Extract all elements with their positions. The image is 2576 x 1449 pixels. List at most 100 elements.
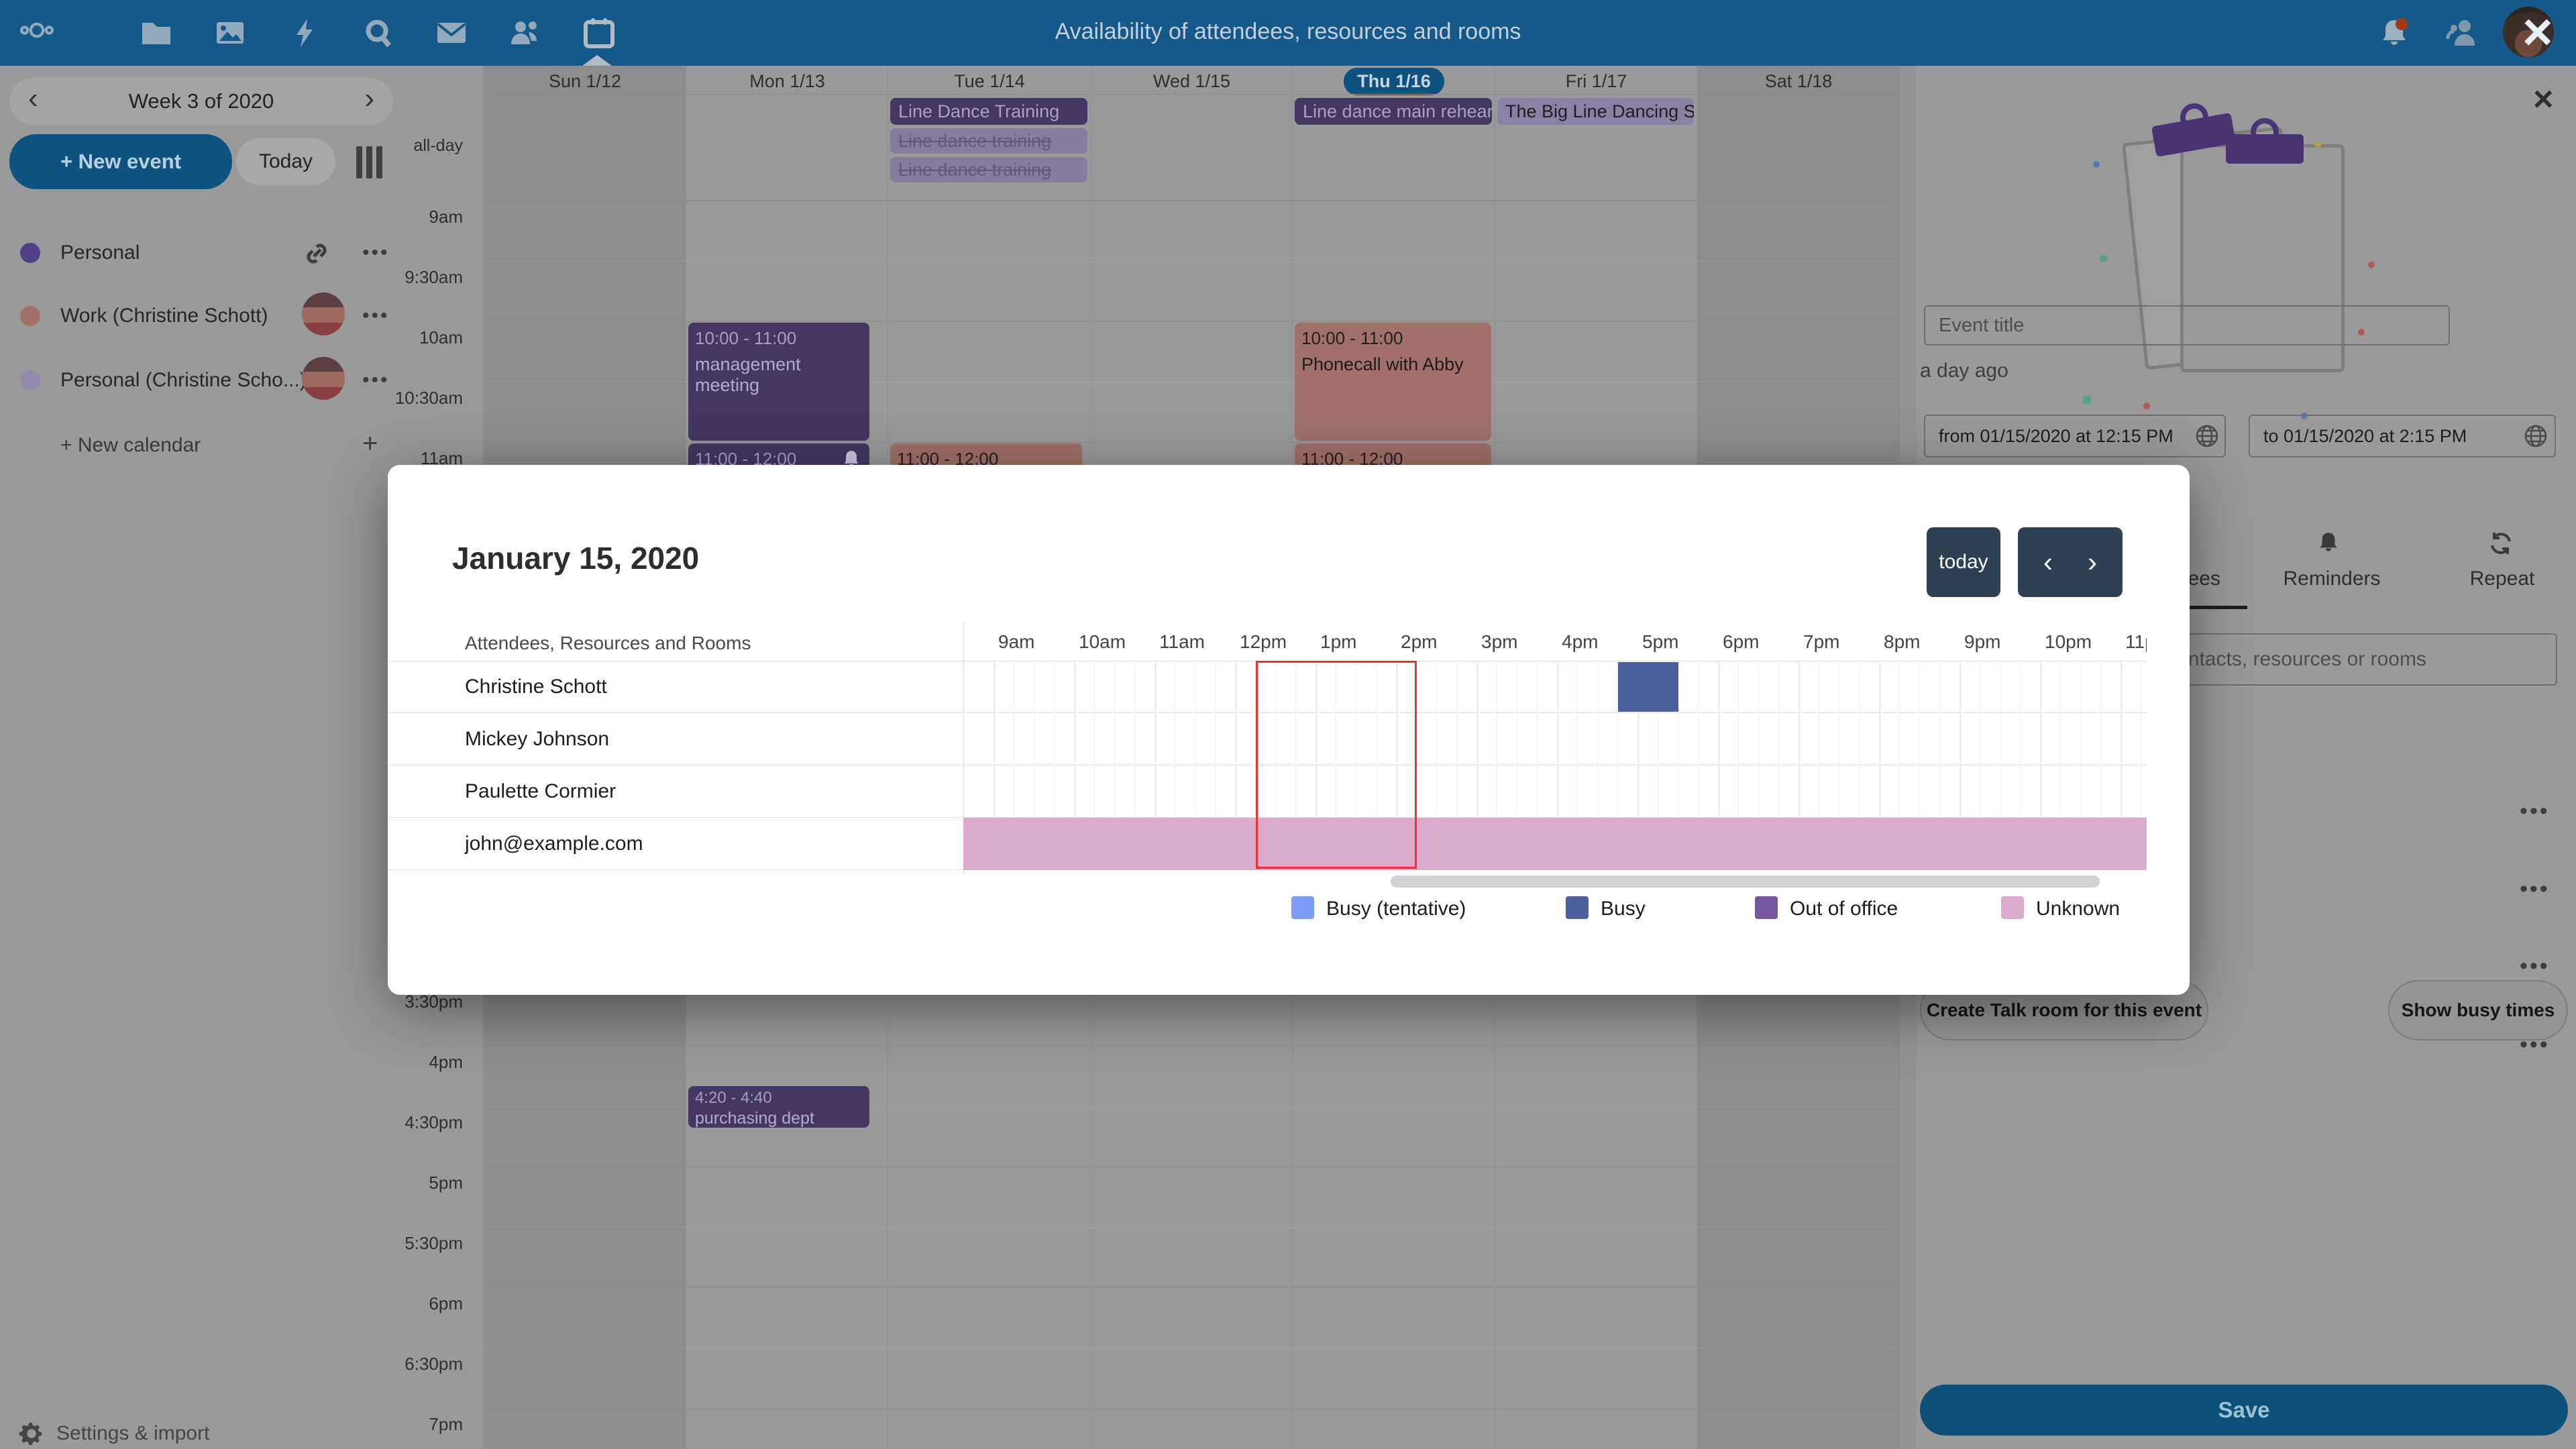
previous-week-button[interactable]: ‹ [28, 82, 38, 115]
legend-swatch-out-of-office [1755, 896, 1778, 919]
calendar-menu-button[interactable]: ••• [362, 241, 390, 264]
page-title: Availability of attendees, resources and… [1055, 19, 1521, 44]
time-label: 10:30am [394, 388, 463, 408]
time-label: 6pm [429, 1293, 463, 1313]
hour-label: 11pm [2125, 631, 2147, 652]
calendar-menu-button[interactable]: ••• [362, 369, 390, 391]
calendar-color-dot [20, 370, 40, 390]
last-modified-text: a day ago [1920, 360, 2008, 382]
settings-import-button[interactable]: Settings & import [19, 1421, 209, 1446]
allday-event-declined[interactable]: Line dance training [890, 157, 1087, 182]
allday-event[interactable]: Line dance main rehearsal [1295, 98, 1492, 125]
modal-today-button[interactable]: today [1927, 527, 2000, 597]
time-label: 10am [419, 327, 463, 347]
time-label: 9:30am [405, 267, 463, 287]
view-switcher-button[interactable] [356, 146, 383, 178]
activity-icon[interactable] [288, 16, 322, 50]
timeline-scrollbar[interactable] [963, 875, 2147, 888]
legend-swatch-busy [1566, 896, 1589, 919]
search-icon[interactable] [362, 16, 396, 50]
hour-label: 11am [1159, 631, 1205, 652]
calendar-color-dot [20, 306, 40, 326]
timezone-globe-icon[interactable] [2195, 424, 2219, 451]
hour-label: 9am [998, 631, 1035, 652]
event-phonecall-with-abby[interactable]: 10:00 - 11:00 Phonecall with Abby [1295, 323, 1491, 441]
calendar-list-item[interactable]: Personal (Christine Scho...) ••• [0, 357, 402, 415]
allday-event[interactable]: Line Dance Training [890, 98, 1087, 125]
previous-day-button[interactable]: ‹ [2043, 546, 2053, 578]
timezone-globe-icon[interactable] [2524, 424, 2548, 451]
event-title: purchasing dept [695, 1109, 814, 1128]
day-header-active: Thu 1/16 [1293, 68, 1495, 95]
attendee-menu-button[interactable]: ••• [2520, 876, 2550, 902]
event-management-meeting[interactable]: 10:00 - 11:00 management meeting [688, 323, 869, 441]
legend-label: Busy [1601, 898, 1646, 920]
hour-label: 3pm [1481, 631, 1518, 652]
tab-reminders[interactable]: Reminders [2283, 568, 2381, 590]
time-label: 9am [429, 207, 463, 227]
contacts-icon[interactable] [508, 16, 542, 50]
time-label: 4:30pm [405, 1112, 463, 1132]
time-label: 6:30pm [405, 1354, 463, 1374]
show-busy-times-label: Show busy times [2401, 1000, 2555, 1020]
calendar-list-item[interactable]: Work (Christine Schott) ••• [0, 292, 402, 350]
top-bar: Availability of attendees, resources and… [0, 0, 2576, 66]
hour-label: 5pm [1642, 631, 1679, 652]
save-label: Save [2218, 1397, 2270, 1422]
contacts-menu-icon[interactable] [2446, 16, 2479, 50]
active-day-pill: Thu 1/16 [1344, 68, 1444, 95]
show-busy-times-button[interactable]: Show busy times [2388, 980, 2568, 1040]
new-calendar-button[interactable]: + New calendar + [0, 429, 402, 480]
selected-time-range[interactable] [1256, 661, 1417, 869]
nextcloud-logo-icon[interactable] [20, 13, 101, 47]
notifications-bell-icon[interactable] [2377, 16, 2411, 50]
scrollbar-thumb[interactable] [1391, 875, 2100, 888]
calendar-owner-avatar [302, 292, 345, 335]
photos-icon[interactable] [213, 16, 247, 50]
day-header: Sat 1/18 [1764, 71, 1833, 91]
hour-label: 10pm [2045, 631, 2092, 652]
calendar-list-item[interactable]: Personal ••• [0, 240, 402, 287]
event-start-input[interactable] [1924, 415, 2226, 458]
availability-grid[interactable] [963, 661, 2147, 870]
new-calendar-label: + New calendar [60, 434, 201, 456]
attendee-menu-button[interactable]: ••• [2520, 953, 2550, 979]
event-time: 10:00 - 11:00 [695, 328, 797, 348]
new-event-button[interactable]: + New event [9, 134, 232, 189]
next-day-button[interactable]: › [2088, 546, 2097, 578]
avatar[interactable] [2503, 7, 2554, 58]
hour-label: 2pm [1401, 631, 1438, 652]
bell-icon [2316, 530, 2341, 559]
tab-repeat[interactable]: Repeat [2469, 568, 2535, 590]
event-purchasing-dept[interactable]: 4:20 - 4:40 purchasing dept [688, 1086, 869, 1128]
event-title-input[interactable] [1924, 305, 2450, 345]
today-button[interactable]: Today [236, 138, 335, 185]
time-label: 5:30pm [405, 1233, 463, 1253]
calendar-name: Work (Christine Schott) [60, 305, 268, 327]
all-day-label: all-day [413, 136, 463, 155]
busy-block [1618, 662, 1678, 712]
calendar-icon[interactable] [582, 16, 616, 50]
attendees-column-header: Attendees, Resources and Rooms [465, 633, 751, 653]
header-divider [483, 94, 1899, 95]
files-icon[interactable] [140, 16, 173, 50]
day-header: Mon 1/13 [749, 71, 825, 91]
close-sidebar-button[interactable]: × [2533, 80, 2554, 119]
close-cursor-icon: × [2522, 2, 2553, 61]
allday-event[interactable]: The Big Line Dancing Show [1497, 98, 1694, 125]
legend-label: Busy (tentative) [1326, 898, 1466, 920]
modal-title: January 15, 2020 [452, 541, 700, 576]
attendee-menu-button[interactable]: ••• [2520, 798, 2550, 824]
legend-swatch-busy-tentative [1291, 896, 1314, 919]
gear-icon [19, 1422, 42, 1446]
week-label: Week 3 of 2020 [128, 89, 274, 113]
availability-modal: January 15, 2020 today ‹ › Attendees, Re… [388, 465, 2190, 995]
event-end-input[interactable] [2249, 415, 2556, 458]
next-week-button[interactable]: › [364, 82, 374, 115]
time-label: 5pm [429, 1173, 463, 1193]
allday-event-declined[interactable]: Line dance training [890, 128, 1087, 154]
calendar-menu-button[interactable]: ••• [362, 305, 390, 327]
save-button[interactable]: Save [1920, 1385, 2568, 1436]
mail-icon[interactable] [435, 16, 468, 50]
share-link-icon[interactable] [303, 240, 330, 270]
